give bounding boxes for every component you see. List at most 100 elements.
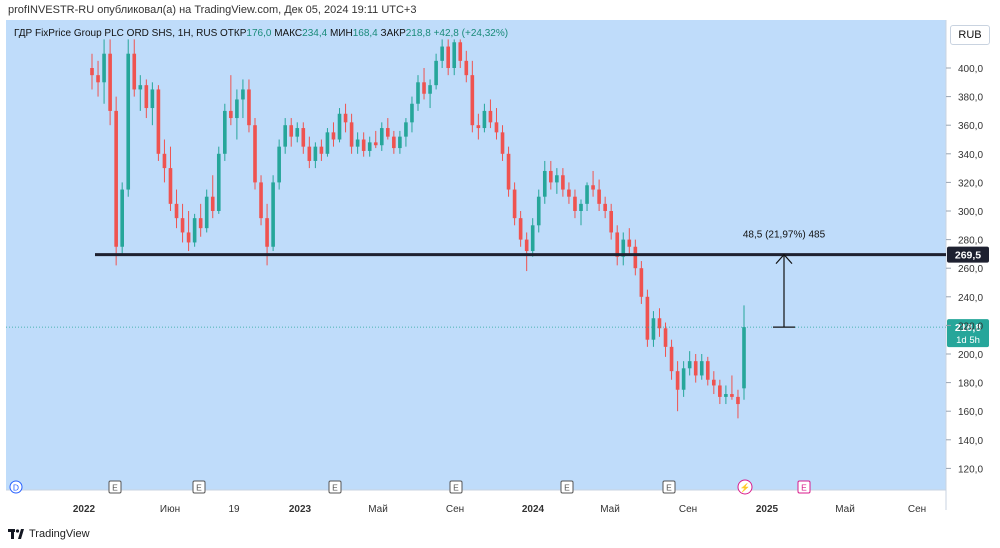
candle-body[interactable] (204, 196, 209, 229)
candle-body[interactable] (464, 60, 469, 76)
candle-body[interactable] (705, 361, 710, 380)
candle-body[interactable] (373, 142, 378, 146)
candle-body[interactable] (283, 125, 287, 147)
candle-body[interactable] (476, 125, 481, 129)
candle-body[interactable] (573, 196, 577, 211)
candle-body[interactable] (597, 189, 601, 204)
candle-body[interactable] (530, 225, 535, 252)
candle-body[interactable] (645, 296, 650, 340)
candle-body[interactable] (90, 68, 94, 76)
candle-body[interactable] (579, 203, 583, 211)
candle-body[interactable] (168, 168, 173, 204)
candle-body[interactable] (126, 53, 131, 190)
candle-body[interactable] (621, 239, 626, 257)
candle-body[interactable] (494, 122, 499, 133)
candle-body[interactable] (247, 89, 251, 126)
candle-body[interactable] (724, 394, 728, 397)
candle-body[interactable] (180, 218, 185, 233)
candle-body[interactable] (585, 185, 589, 204)
candle-body[interactable] (693, 361, 698, 376)
candle-body[interactable] (325, 132, 330, 154)
candle-body[interactable] (174, 203, 179, 219)
candle-body[interactable] (506, 153, 511, 190)
candle-body[interactable] (223, 110, 227, 154)
candle-body[interactable] (416, 82, 420, 104)
candle-body[interactable] (603, 203, 607, 211)
candle-body[interactable] (609, 211, 613, 233)
earnings-marker[interactable] (108, 480, 122, 494)
candle-body[interactable] (434, 60, 438, 86)
candle-body[interactable] (295, 128, 300, 137)
candle-body[interactable] (718, 385, 722, 397)
chart-frame[interactable]: 269,5 218,8 1d 5h 48,5 (21,97%) 485 400,0 38… (0, 20, 1000, 520)
candle-body[interactable] (512, 189, 517, 219)
candle-body[interactable] (386, 128, 390, 137)
candle-body[interactable] (567, 189, 571, 197)
candle-body[interactable] (742, 327, 746, 389)
candle-body[interactable] (319, 146, 324, 154)
candle-body[interactable] (349, 122, 354, 147)
candle-body[interactable] (265, 218, 269, 247)
candle-body[interactable] (108, 53, 112, 111)
candle-body[interactable] (156, 89, 161, 154)
candle-body[interactable] (132, 53, 137, 90)
earnings-marker[interactable] (560, 480, 574, 494)
candle-body[interactable] (518, 218, 523, 240)
currency-button[interactable]: RUB (950, 25, 990, 45)
candle-body[interactable] (404, 122, 408, 137)
candle-body[interactable] (458, 42, 463, 61)
candle-body[interactable] (627, 239, 632, 247)
candle-body[interactable] (398, 136, 402, 149)
candle-body[interactable] (114, 110, 118, 247)
candle-body[interactable] (500, 132, 505, 154)
candle-body[interactable] (422, 82, 426, 94)
candle-body[interactable] (699, 361, 704, 376)
candle-body[interactable] (138, 85, 143, 90)
candle-body[interactable] (379, 128, 384, 146)
candle-body[interactable] (162, 153, 167, 169)
candle-body[interactable] (488, 110, 493, 123)
candle-body[interactable] (307, 146, 312, 161)
candle-body[interactable] (229, 110, 233, 119)
candle-body[interactable] (337, 113, 342, 140)
candle-body[interactable] (271, 182, 275, 247)
earnings-marker[interactable] (328, 480, 342, 494)
candle-body[interactable] (241, 89, 245, 100)
candle-body[interactable] (186, 232, 191, 243)
candle-body[interactable] (259, 182, 263, 219)
candle-body[interactable] (235, 99, 239, 119)
candle-body[interactable] (367, 142, 372, 151)
candle-body[interactable] (192, 218, 197, 243)
candle-body[interactable] (712, 379, 716, 386)
candle-body[interactable] (144, 85, 149, 109)
candle-body[interactable] (410, 103, 414, 123)
candle-body[interactable] (524, 239, 529, 252)
candle-body[interactable] (343, 113, 348, 123)
candle-body[interactable] (651, 318, 656, 340)
candle-body[interactable] (301, 128, 306, 147)
earnings-marker[interactable] (797, 480, 811, 494)
candle-body[interactable] (470, 75, 475, 126)
candle-body[interactable] (216, 153, 221, 211)
candle-body[interactable] (440, 46, 444, 61)
candle-body[interactable] (96, 75, 100, 83)
candle-body[interactable] (452, 42, 457, 68)
candle-body[interactable] (736, 396, 740, 405)
candle-body[interactable] (482, 110, 487, 129)
candle-body[interactable] (536, 196, 541, 226)
earnings-marker[interactable] (662, 480, 676, 494)
candle-body[interactable] (428, 85, 432, 94)
candle-body[interactable] (198, 218, 203, 229)
candle-body[interactable] (657, 318, 662, 329)
candle-body[interactable] (150, 89, 155, 109)
candle-body[interactable] (361, 139, 366, 151)
candle-body[interactable] (633, 246, 638, 269)
candle-body[interactable] (253, 125, 257, 183)
candle-body[interactable] (663, 328, 668, 347)
candle-body[interactable] (313, 146, 318, 161)
candle-body[interactable] (446, 46, 450, 68)
candle-body[interactable] (639, 268, 644, 297)
split-marker[interactable] (737, 479, 753, 495)
candle-body[interactable] (591, 185, 595, 190)
